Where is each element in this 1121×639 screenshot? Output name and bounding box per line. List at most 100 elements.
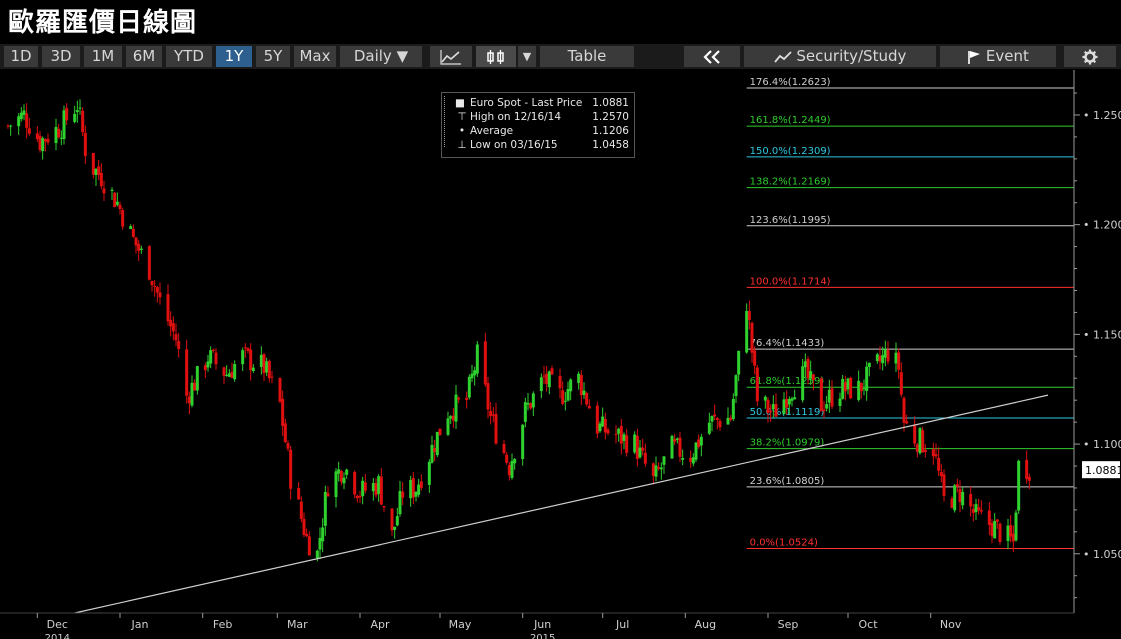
- candle-body: [955, 484, 959, 487]
- security-study-button[interactable]: Security/Study: [744, 46, 936, 67]
- candle-body: [305, 533, 309, 537]
- candle-body: [841, 378, 845, 399]
- candle-body: [147, 246, 151, 280]
- candle-body: [59, 137, 63, 139]
- range-button-1d[interactable]: 1D: [4, 46, 38, 67]
- study-chart-icon: [773, 50, 792, 63]
- double-chevron-left-icon[interactable]: [684, 46, 740, 67]
- candle-body: [857, 380, 861, 400]
- candle-body: [585, 393, 589, 405]
- candlestick-icon[interactable]: [476, 46, 516, 67]
- candle-body: [94, 168, 98, 176]
- candle-body: [969, 494, 973, 507]
- candle-body: [979, 509, 983, 512]
- candle-body: [726, 417, 730, 425]
- candle-body: [451, 415, 455, 421]
- candle-body: [371, 483, 375, 492]
- candle-body: [747, 311, 751, 320]
- candle-body: [657, 467, 661, 469]
- candle-body: [502, 443, 506, 454]
- range-button-6m[interactable]: 6M: [126, 46, 162, 67]
- candle-body: [617, 428, 621, 434]
- candle-body: [846, 378, 850, 390]
- candle-body: [867, 362, 871, 367]
- fib-level-label: 61.8%(1.1259): [750, 376, 825, 387]
- price-chart[interactable]: 176.4%(1.2623) 161.8%(1.2449) 150.0%(1.230…: [0, 70, 1121, 639]
- candle-body: [526, 402, 530, 405]
- range-button-1m[interactable]: 1M: [84, 46, 122, 67]
- candle-body: [206, 361, 210, 368]
- candle-body: [606, 429, 610, 434]
- candle-body: [878, 355, 882, 362]
- candle-body: [598, 423, 602, 432]
- candle-body: [91, 152, 95, 175]
- table-button[interactable]: Table: [540, 46, 634, 67]
- x-tick-label: Apr: [370, 618, 390, 631]
- candle-body: [801, 366, 805, 401]
- candle-body: [475, 344, 479, 374]
- candle-body: [233, 364, 237, 380]
- candle-body: [334, 471, 338, 498]
- candle-body: [763, 396, 767, 401]
- candle-body: [353, 471, 357, 495]
- candle-body: [337, 469, 341, 474]
- candle-body: [81, 110, 85, 133]
- candle-body: [542, 375, 546, 377]
- range-button-1y[interactable]: 1Y: [216, 46, 252, 67]
- candle-body: [75, 110, 79, 113]
- candle-body: [25, 113, 29, 128]
- candle-body: [899, 372, 903, 395]
- candle-body: [505, 454, 509, 463]
- candle-body: [121, 210, 125, 227]
- interval-dropdown[interactable]: Daily ▼: [340, 46, 422, 67]
- candle-body: [587, 405, 591, 409]
- candle-body: [150, 280, 154, 286]
- candlesticks: [6, 99, 1031, 562]
- x-tick-label: Jun: [533, 618, 551, 631]
- candle-body: [827, 389, 831, 403]
- candle-body: [395, 516, 399, 526]
- trendline-layer: [74, 394, 1049, 614]
- candle-body: [110, 189, 114, 191]
- range-button-max[interactable]: Max: [294, 46, 336, 67]
- candle-body: [942, 474, 946, 496]
- series-square-icon: ■: [455, 97, 465, 109]
- range-button-ytd[interactable]: YTD: [166, 46, 212, 67]
- candle-body: [193, 382, 197, 391]
- candle-body: [190, 382, 194, 406]
- candle-body: [54, 127, 58, 144]
- candle-body: [57, 128, 61, 138]
- candle-body: [971, 509, 975, 513]
- candle-body: [113, 192, 117, 208]
- candle-body: [806, 358, 810, 379]
- range-button-5y[interactable]: 5Y: [256, 46, 290, 67]
- range-button-3d[interactable]: 3D: [42, 46, 80, 67]
- candle-body: [62, 110, 66, 140]
- candle-body: [1006, 525, 1010, 541]
- candle-body: [750, 322, 754, 353]
- candle-body: [718, 420, 722, 428]
- candle-body: [897, 352, 901, 370]
- candle-body: [318, 537, 322, 550]
- candle-body: [745, 311, 749, 353]
- candle-body: [838, 398, 842, 407]
- candle-body: [38, 135, 42, 150]
- event-button[interactable]: Event: [940, 46, 1056, 67]
- line-chart-icon[interactable]: [430, 46, 472, 67]
- candle-body: [995, 519, 999, 522]
- x-tick-label: Oct: [858, 618, 878, 631]
- candle-body: [489, 410, 493, 417]
- chart-type-dropdown-arrow[interactable]: ▼: [518, 46, 536, 67]
- gear-icon[interactable]: [1064, 46, 1116, 67]
- candle-body: [411, 478, 415, 498]
- candle-body: [6, 125, 10, 127]
- legend-row-low: ⊥ Low on 03/16/15 1.0458: [448, 138, 629, 152]
- candle-body: [46, 138, 50, 143]
- candle-body: [785, 398, 789, 408]
- candle-body: [187, 396, 191, 404]
- candle-body: [78, 107, 82, 109]
- candle-body: [766, 399, 770, 413]
- candle-body: [790, 398, 794, 401]
- candle-body: [977, 507, 981, 511]
- candle-body: [859, 382, 863, 392]
